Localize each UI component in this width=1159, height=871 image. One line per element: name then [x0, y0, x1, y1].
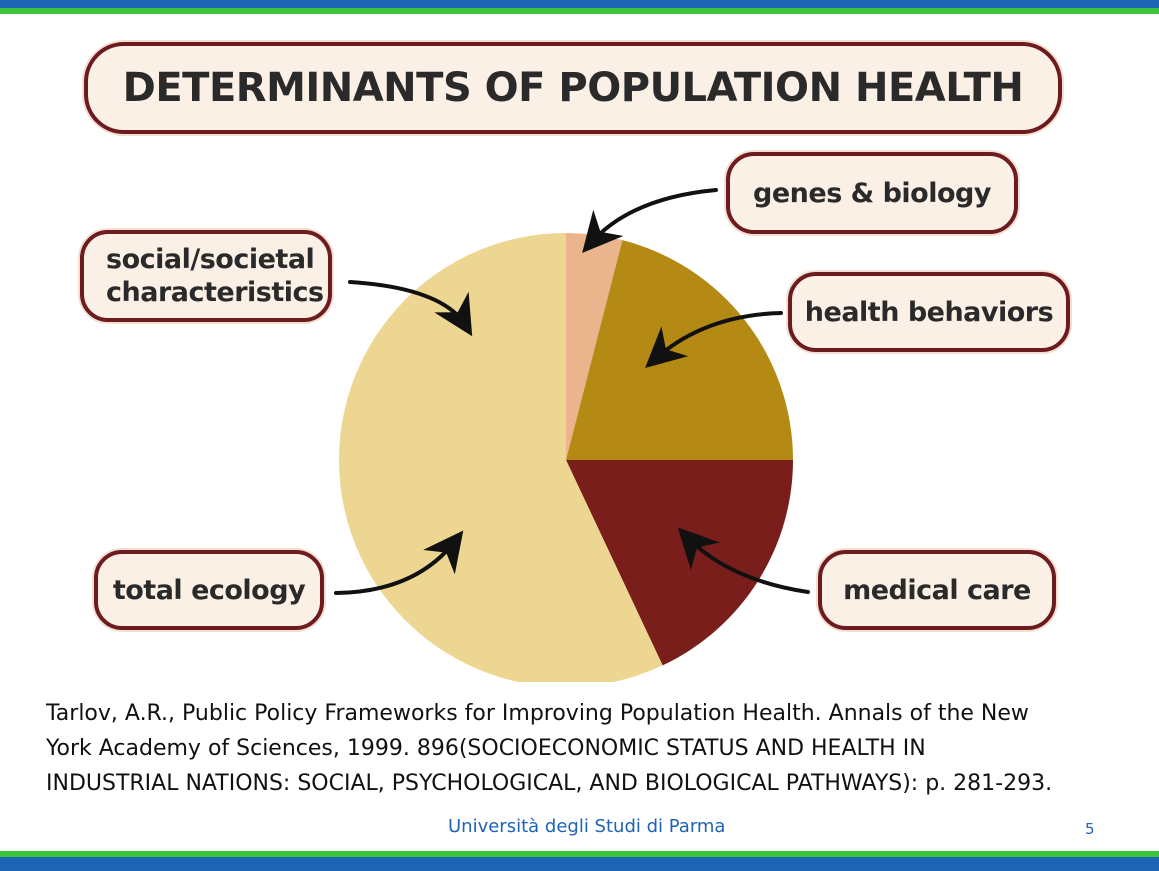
label-social-line1: social/societal	[106, 244, 315, 275]
top-green-band	[0, 8, 1159, 14]
bottom-blue-band	[0, 857, 1159, 871]
pie-slices	[339, 233, 793, 682]
arrow-medical	[677, 527, 810, 594]
citation-line-1: Tarlov, A.R., Public Policy Frameworks f…	[46, 701, 1029, 726]
label-health-behaviors: health behaviors	[788, 272, 1070, 352]
pie-chart-figure: DETERMINANTS OF POPULATION HEALTH social…	[78, 30, 1078, 682]
footer-university: Università degli Studi di Parma	[448, 816, 726, 837]
pie-slice-genes-biology	[566, 233, 623, 460]
label-medical-care: medical care	[818, 550, 1056, 630]
arrow-behaviors	[645, 311, 783, 369]
citation-line-3: INDUSTRIAL NATIONS: SOCIAL, PSYCHOLOGICA…	[46, 771, 1053, 796]
arrow-ecology	[334, 530, 464, 595]
label-total-ecology: total ecology	[94, 550, 324, 630]
citation-line-2: York Academy of Sciences, 1999. 896(SOCI…	[46, 736, 926, 761]
page-number: 5	[1085, 820, 1095, 838]
bottom-green-band	[0, 851, 1159, 857]
arrow-social	[348, 280, 473, 337]
chart-title: DETERMINANTS OF POPULATION HEALTH	[84, 42, 1062, 134]
label-social-line2: characteristics	[106, 277, 324, 308]
pie-chart	[334, 188, 810, 682]
label-social-societal-characteristics: social/societal characteristics	[80, 230, 332, 322]
arrows	[334, 188, 810, 595]
top-blue-band	[0, 0, 1159, 8]
citation: Tarlov, A.R., Public Policy Frameworks f…	[46, 696, 1136, 801]
label-genes-biology: genes & biology	[726, 152, 1018, 234]
arrow-genes	[582, 188, 718, 254]
